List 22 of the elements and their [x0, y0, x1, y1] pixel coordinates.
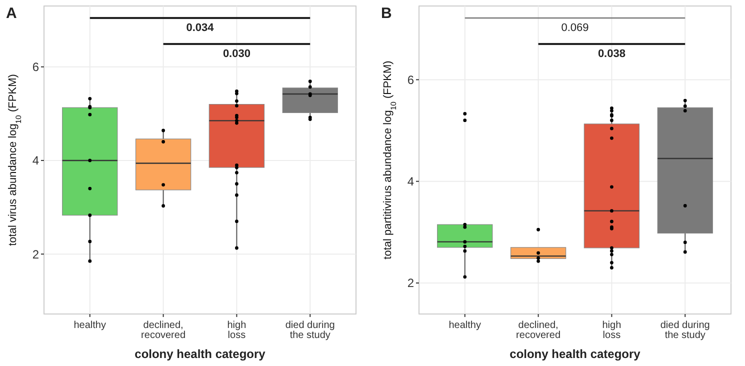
chart-title: A: [6, 5, 17, 22]
y-tick-label: 2: [407, 276, 414, 290]
y-tick-label: 2: [32, 247, 40, 262]
x-axis-title: colony health category: [134, 347, 266, 361]
y-tick-label: 4: [32, 154, 40, 168]
y-tick-label: 4: [407, 174, 414, 189]
y-tick-label: 6: [407, 72, 414, 87]
x-axis-title: colony health category: [510, 347, 641, 361]
annotation: 0.034: [186, 22, 215, 34]
x-tick-label: healthy: [448, 320, 482, 331]
annotation: 0.069: [561, 22, 589, 34]
annotation: 0.030: [222, 48, 250, 60]
x-tick-label: died during the study: [285, 320, 335, 341]
x-tick-label: high loss: [227, 320, 246, 341]
x-tick-label: died during the study: [660, 320, 710, 341]
y-tick-label: 6: [32, 60, 40, 74]
chart-title: B: [381, 5, 392, 22]
x-tick-label: declined, recovered: [516, 320, 561, 341]
x-tick-label: high loss: [602, 320, 622, 341]
annotation: 0.038: [598, 48, 626, 60]
x-tick-label: declined, recovered: [141, 320, 186, 341]
x-tick-label: healthy: [74, 320, 106, 331]
